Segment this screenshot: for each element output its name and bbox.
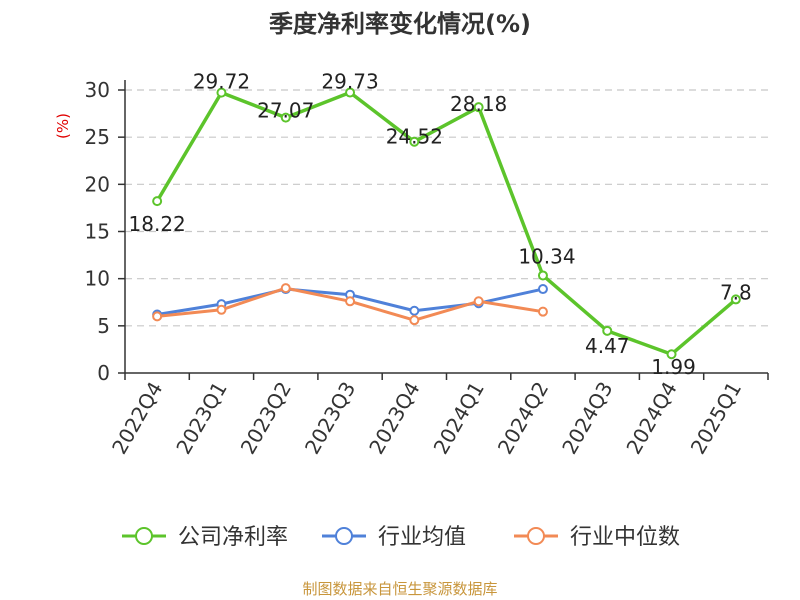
data-label: 29.72	[193, 70, 250, 94]
x-tick-label: 2023Q4	[364, 378, 424, 459]
data-label: 28.18	[450, 92, 507, 116]
data-point	[152, 196, 163, 207]
y-tick-label: 10	[85, 267, 110, 291]
series-layer: 18.22 29.72 27.07 29.73 24.52 28.18 10.34 4.47 1…	[129, 70, 752, 380]
x-tick-label: 2025Q1	[686, 378, 746, 459]
data-point	[473, 296, 484, 307]
x-tick-label: 2024Q2	[493, 378, 553, 459]
data-label: 29.73	[321, 70, 378, 94]
series-2	[152, 283, 548, 326]
x-tick-label: 2023Q3	[300, 378, 360, 459]
data-point	[537, 284, 548, 295]
data-label: 7.8	[720, 280, 752, 304]
legend-marker	[335, 527, 353, 545]
source-note: 制图数据来自恒生聚源数据库	[302, 580, 497, 598]
data-label: 4.47	[585, 334, 630, 358]
legend-marker	[527, 527, 545, 545]
x-tick-label: 2022Q4	[107, 378, 167, 459]
legend: 公司净利率 行业均值 行业中位数	[122, 525, 680, 550]
legend-marker	[135, 527, 153, 545]
data-point	[537, 306, 548, 317]
x-tick-label: 2024Q4	[621, 378, 681, 459]
legend-item-0: 公司净利率	[122, 525, 288, 550]
legend-item-2: 行业中位数	[514, 525, 680, 550]
series-0	[152, 87, 741, 360]
data-point	[345, 296, 356, 307]
data-point	[537, 270, 548, 281]
legend-label: 行业均值	[378, 525, 466, 550]
y-tick-label: 0	[97, 361, 110, 385]
data-point	[730, 294, 741, 305]
data-point	[280, 112, 291, 123]
y-axis-label: (%)	[54, 113, 72, 139]
data-point	[473, 102, 484, 113]
data-point	[216, 304, 227, 315]
x-tick-label: 2023Q2	[236, 378, 296, 459]
data-point	[216, 87, 227, 98]
data-label: 1.99	[651, 355, 696, 379]
data-label: 24.52	[386, 125, 443, 149]
legend-item-1: 行业均值	[322, 525, 466, 550]
data-point	[409, 315, 420, 326]
x-tick-label: 2024Q3	[557, 378, 617, 459]
y-tick-label: 30	[85, 78, 110, 102]
data-point	[280, 283, 291, 294]
data-point	[152, 311, 163, 322]
series-line	[155, 90, 737, 356]
y-tick-label: 5	[97, 314, 110, 338]
y-tick-label: 25	[85, 125, 110, 149]
data-point	[409, 136, 420, 147]
chart-title: 季度净利率变化情况(%)	[269, 10, 531, 38]
y-tick-label: 20	[85, 172, 110, 196]
legend-label: 行业中位数	[570, 525, 680, 550]
data-point	[345, 87, 356, 98]
data-label: 27.07	[257, 99, 314, 123]
data-point	[602, 325, 613, 336]
legend-label: 公司净利率	[178, 525, 288, 550]
x-tick-label: 2024Q1	[429, 378, 489, 459]
x-tick-label: 2023Q1	[171, 378, 231, 459]
data-label: 10.34	[518, 244, 575, 268]
y-tick-label: 15	[85, 220, 110, 244]
data-point	[666, 349, 677, 360]
data-point	[409, 305, 420, 316]
data-label: 18.22	[129, 212, 186, 236]
